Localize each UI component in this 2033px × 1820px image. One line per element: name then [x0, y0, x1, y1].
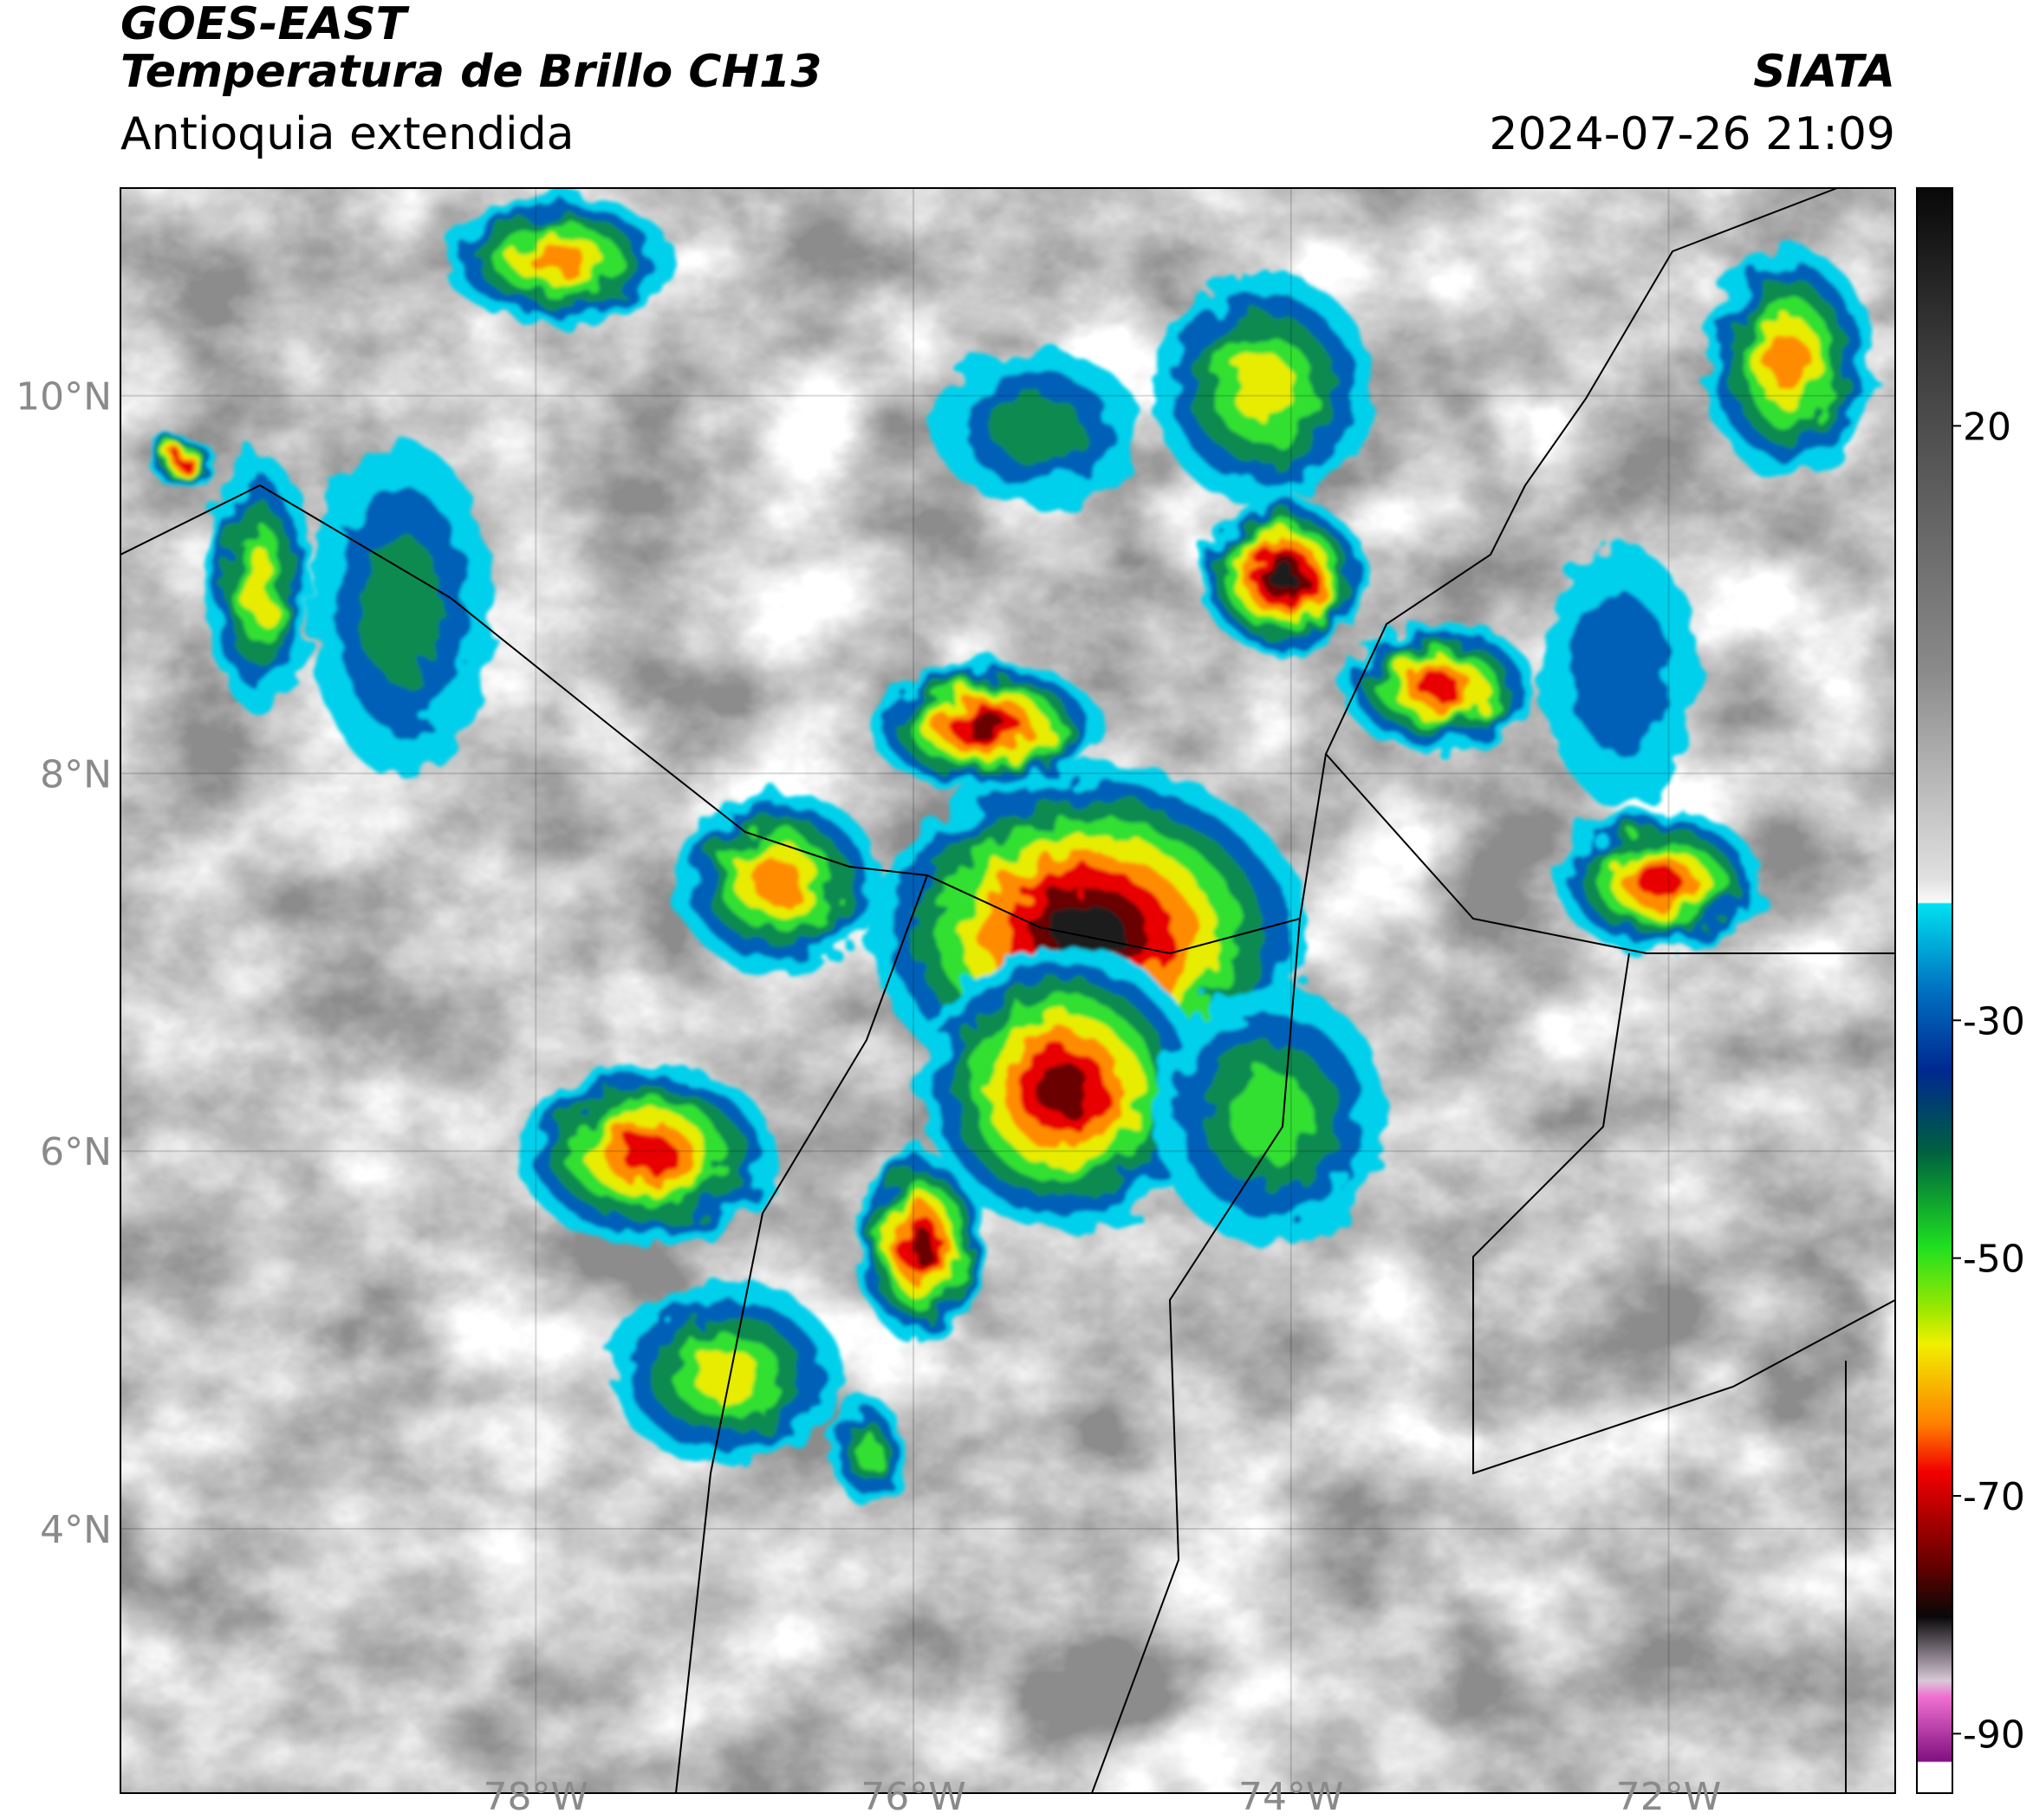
storm-layer — [174, 454, 189, 466]
storm-layer — [854, 1433, 882, 1471]
storm-layer — [1232, 355, 1296, 423]
storm-layer — [244, 546, 275, 621]
datetime: 2024-07-26 21:09 — [1489, 108, 1895, 160]
x-tick-label: 72°W — [1616, 1775, 1722, 1819]
x-tick-label: 78°W — [484, 1775, 589, 1819]
storm-layer — [1637, 866, 1682, 897]
colorbar-tick-label: -90 — [1963, 1713, 2025, 1757]
product-title: Temperatura de Brillo CH13 — [120, 46, 822, 98]
map-frame — [120, 187, 1896, 1794]
storm-cells — [149, 194, 1874, 1505]
storm-layer — [692, 1348, 760, 1401]
storm-layer — [1036, 1063, 1090, 1116]
storm-layer — [1418, 673, 1460, 701]
storm-layer — [908, 1226, 933, 1264]
colorbar-tick-label: -30 — [1963, 999, 2025, 1043]
storm-layer — [1230, 1069, 1311, 1160]
colorbar-tick-label: -70 — [1963, 1475, 2025, 1519]
y-tick-label: 10°N — [16, 375, 112, 419]
satellite-title: GOES-EAST — [120, 0, 410, 50]
colorbar-tick-label: -50 — [1963, 1238, 2025, 1282]
colorbar — [1916, 187, 1953, 1794]
y-tick-label: 6°N — [40, 1130, 112, 1174]
colorbar-tick-label: 20 — [1963, 405, 2011, 449]
y-tick-label: 8°N — [40, 752, 112, 796]
map-area — [120, 188, 1895, 1793]
storm-layer — [991, 393, 1083, 463]
agency: SIATA — [1753, 46, 1895, 98]
y-tick-label: 4°N — [40, 1508, 112, 1552]
x-tick-label: 76°W — [861, 1775, 966, 1819]
storm-layer — [752, 859, 803, 904]
graticule — [120, 188, 1895, 1793]
storm-layer — [963, 713, 1008, 738]
region-subtitle: Antioquia extendida — [120, 108, 575, 160]
storm-layer — [1269, 563, 1298, 590]
storm-layer — [620, 1134, 676, 1173]
storm-layer — [529, 244, 586, 276]
x-tick-label: 74°W — [1238, 1775, 1344, 1819]
borders — [120, 188, 1895, 1793]
storm-layer — [1572, 594, 1669, 754]
storm-layer — [361, 534, 443, 685]
storm-layer — [1768, 335, 1810, 392]
